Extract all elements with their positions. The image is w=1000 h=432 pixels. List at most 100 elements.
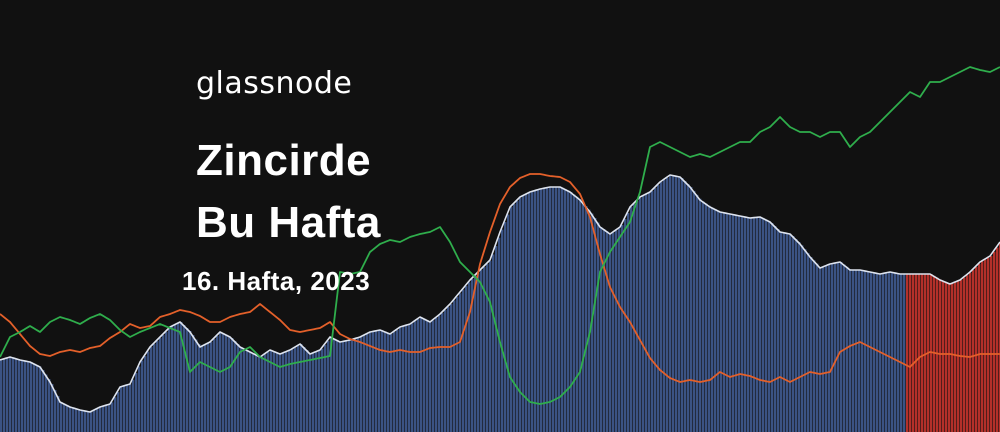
area-bar: [885, 273, 888, 432]
area-bar: [540, 189, 543, 432]
area-bar: [798, 242, 801, 432]
area-bar: [279, 353, 282, 432]
area-bar: [351, 339, 354, 432]
area-bar: [858, 270, 861, 432]
area-bar: [291, 349, 294, 432]
area-bar: [522, 196, 525, 432]
area-bar: [786, 233, 789, 432]
area-bar: [381, 330, 384, 432]
area-bar: [609, 233, 612, 432]
area-bar: [639, 198, 642, 432]
area-bar: [309, 353, 312, 432]
area-bar: [150, 347, 153, 432]
area-bar: [396, 329, 399, 432]
area-bar: [852, 270, 855, 432]
area-bar: [855, 270, 858, 432]
area-bar: [444, 310, 447, 432]
area-bar: [741, 216, 744, 432]
area-bar: [597, 222, 600, 432]
area-bar: [93, 410, 96, 432]
area-bar-highlight: [912, 274, 915, 432]
area-bar: [327, 340, 330, 432]
area-bar: [303, 347, 306, 432]
area-bar-highlight: [990, 256, 993, 432]
area-bar: [897, 273, 900, 432]
area-bar: [783, 232, 786, 432]
area-bar: [117, 392, 120, 432]
area-bar: [693, 190, 696, 432]
area-bar: [891, 272, 894, 432]
area-bar: [456, 296, 459, 432]
area-bar: [708, 205, 711, 432]
area-bar: [432, 320, 435, 432]
area-bar-highlight: [948, 283, 951, 432]
area-bar-highlight: [981, 261, 984, 432]
area-bar: [582, 202, 585, 432]
area-bar: [801, 245, 804, 432]
area-bar: [387, 332, 390, 432]
area-bar: [135, 373, 138, 432]
area-bar: [357, 337, 360, 432]
area-bar: [414, 321, 417, 432]
area-bar: [672, 175, 675, 432]
area-bar: [675, 176, 678, 432]
area-bar: [510, 207, 513, 432]
area-bar: [378, 330, 381, 432]
area-bar: [384, 331, 387, 432]
area-bar: [873, 272, 876, 432]
area-bar: [534, 190, 537, 432]
area-bar: [528, 193, 531, 432]
area-bar: [63, 403, 66, 432]
area-bar: [162, 335, 165, 432]
area-bar: [324, 344, 327, 432]
area-bar: [168, 329, 171, 432]
area-bar: [498, 237, 501, 432]
area-bar: [147, 351, 150, 432]
area-bar: [573, 194, 576, 432]
area-bar: [843, 264, 846, 432]
area-bar: [132, 379, 135, 432]
area-bar: [552, 187, 555, 432]
area-bar: [204, 345, 207, 432]
area-bar: [18, 359, 21, 432]
area-bar: [318, 350, 321, 432]
area-bar: [336, 340, 339, 432]
area-bar: [30, 362, 33, 432]
area-bar: [546, 187, 549, 432]
area-bar: [717, 210, 720, 432]
area-bar: [810, 257, 813, 432]
area-bar: [72, 407, 75, 432]
area-bar: [450, 304, 453, 432]
area-bar: [564, 189, 567, 432]
area-bar-highlight: [969, 272, 972, 432]
area-bar: [348, 340, 351, 432]
area-bar: [51, 384, 54, 432]
area-bar: [612, 232, 615, 432]
area-bar: [876, 273, 879, 432]
area-bar: [735, 215, 738, 432]
area-bar: [369, 332, 372, 432]
area-bar: [60, 402, 63, 432]
area-bar: [39, 366, 42, 432]
area-bar: [792, 236, 795, 432]
area-bar: [726, 213, 729, 432]
area-bar-highlight: [954, 282, 957, 432]
area-bar: [405, 325, 408, 432]
area-bar: [831, 263, 834, 432]
area-bar: [516, 201, 519, 432]
area-bar: [774, 226, 777, 432]
area-bar: [408, 324, 411, 432]
area-bar: [840, 262, 843, 432]
area-bar: [264, 354, 267, 432]
area-bar: [549, 187, 552, 432]
area-bar: [861, 270, 864, 432]
area-bar: [99, 407, 102, 432]
area-bar: [339, 341, 342, 432]
area-bar: [834, 263, 837, 432]
area-bar: [189, 331, 192, 432]
area-bar: [330, 337, 333, 432]
area-bar: [213, 339, 216, 432]
area-bar: [738, 215, 741, 432]
area-bar: [756, 217, 759, 432]
